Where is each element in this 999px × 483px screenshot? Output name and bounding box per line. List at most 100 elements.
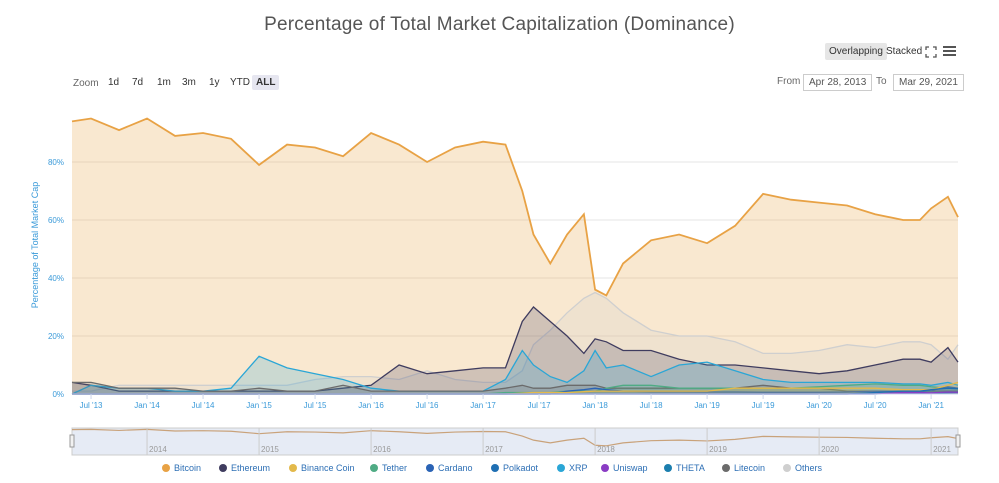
zoom-all-button[interactable]: ALL bbox=[252, 75, 280, 90]
legend-item-cardano[interactable]: Cardano bbox=[426, 463, 473, 473]
navigator-year-label: 2020 bbox=[821, 445, 839, 454]
legend-item-binance-coin[interactable]: Binance Coin bbox=[289, 463, 355, 473]
legend-marker bbox=[601, 464, 609, 472]
y-tick-label: 40% bbox=[48, 274, 64, 283]
line-xrp bbox=[71, 349, 959, 395]
expand-icon[interactable] bbox=[925, 45, 937, 58]
legend-item-bitcoin[interactable]: Bitcoin bbox=[162, 463, 201, 473]
legend-item-theta[interactable]: THETA bbox=[664, 463, 705, 473]
legend-marker bbox=[370, 464, 378, 472]
legend-item-litecoin[interactable]: Litecoin bbox=[722, 463, 765, 473]
x-axis-ticks: Jul '13 Jan '14 Jul '14 Jan '15 Jul '15 Jan '… bbox=[72, 393, 958, 410]
navigator-year-label: 2016 bbox=[373, 445, 391, 454]
legend-label: THETA bbox=[676, 463, 705, 473]
legend-marker bbox=[491, 464, 499, 472]
zoom-1y-button[interactable]: 1y bbox=[209, 77, 220, 88]
legend-marker bbox=[289, 464, 297, 472]
x-tick-label: Jul '16 bbox=[416, 401, 439, 410]
to-label: To bbox=[876, 76, 887, 87]
y-tick-label: 60% bbox=[48, 216, 64, 225]
from-label: From bbox=[777, 76, 801, 87]
chart-title: Percentage of Total Market Capitalizatio… bbox=[264, 14, 735, 35]
navigator-window[interactable] bbox=[71, 427, 959, 456]
navigator: 2014 2015 2016 2017 2018 2019 2020 2021 bbox=[69, 427, 961, 456]
navigator-year-label: 2018 bbox=[597, 445, 615, 454]
legend-label: Polkadot bbox=[503, 463, 539, 473]
x-tick-label: Jul '17 bbox=[528, 401, 551, 410]
x-tick-label: Jan '16 bbox=[358, 401, 384, 410]
legend-label: Binance Coin bbox=[301, 463, 355, 473]
legend-label: Others bbox=[795, 463, 823, 473]
y-tick-label: 0% bbox=[52, 390, 64, 399]
grid-lines bbox=[72, 104, 958, 395]
zoom-1m-button[interactable]: 1m bbox=[157, 77, 171, 88]
area-bitcoin bbox=[72, 118, 958, 394]
navigator-left-handle[interactable] bbox=[69, 434, 75, 448]
x-tick-label: Jan '14 bbox=[134, 401, 160, 410]
legend-item-tether[interactable]: Tether bbox=[370, 463, 407, 473]
x-tick-label: Jul '14 bbox=[192, 401, 215, 410]
to-date-input[interactable]: Mar 29, 2021 bbox=[893, 74, 964, 91]
legend-marker bbox=[162, 464, 170, 472]
legend-marker bbox=[664, 464, 672, 472]
x-tick-label: Jul '20 bbox=[864, 401, 887, 410]
x-tick-label: Jan '21 bbox=[918, 401, 944, 410]
area-others bbox=[72, 292, 958, 394]
navigator-series-line bbox=[71, 428, 959, 447]
y-axis-label: Percentage of Total Market Cap bbox=[30, 182, 40, 308]
legend-label: Uniswap bbox=[613, 463, 648, 473]
navigator-right-handle[interactable] bbox=[955, 434, 961, 448]
zoom-3m-button[interactable]: 3m bbox=[182, 77, 196, 88]
x-tick-label: Jan '20 bbox=[806, 401, 832, 410]
x-tick-label: Jul '13 bbox=[80, 401, 103, 410]
zoom-1d-button[interactable]: 1d bbox=[108, 77, 120, 88]
line-litecoin bbox=[72, 381, 958, 392]
area-xrp bbox=[72, 350, 958, 394]
legend-item-others[interactable]: Others bbox=[783, 463, 822, 473]
x-tick-label: Jan '19 bbox=[694, 401, 720, 410]
zoom-label: Zoom bbox=[73, 78, 99, 89]
hamburger-menu-icon[interactable] bbox=[943, 46, 956, 58]
legend-item-xrp[interactable]: XRP bbox=[557, 463, 588, 473]
line-bitcoin bbox=[71, 117, 959, 297]
x-tick-label: Jan '17 bbox=[470, 401, 496, 410]
plot-area bbox=[72, 104, 958, 394]
legend-marker bbox=[219, 464, 227, 472]
legend-label: Bitcoin bbox=[174, 463, 202, 473]
legend-marker bbox=[783, 464, 791, 472]
legend-item-polkadot[interactable]: Polkadot bbox=[491, 463, 538, 473]
y-tick-label: 20% bbox=[48, 332, 64, 341]
overlapping-button[interactable]: Overlapping bbox=[825, 43, 887, 60]
x-tick-label: Jan '18 bbox=[582, 401, 608, 410]
x-tick-label: Jul '15 bbox=[304, 401, 327, 410]
legend-marker bbox=[557, 464, 565, 472]
legend-item-uniswap[interactable]: Uniswap bbox=[601, 463, 648, 473]
x-tick-label: Jul '18 bbox=[640, 401, 663, 410]
legend-label: XRP bbox=[569, 463, 588, 473]
area-binance-coin bbox=[72, 382, 958, 394]
navigator-year-label: 2014 bbox=[149, 445, 167, 454]
legend-marker bbox=[426, 464, 434, 472]
from-date-input[interactable]: Apr 28, 2013 bbox=[803, 74, 873, 91]
y-tick-label: 80% bbox=[48, 158, 64, 167]
navigator-year-label: 2017 bbox=[485, 445, 503, 454]
area-ethereum bbox=[72, 307, 958, 394]
navigator-year-label: 2021 bbox=[933, 445, 951, 454]
navigator-year-label: 2019 bbox=[709, 445, 727, 454]
dominance-chart: 0% 20% 40% 60% 80% Jul '13 Jan '14 Jul '14 Jan … bbox=[30, 104, 961, 456]
navigator-year-label: 2015 bbox=[261, 445, 279, 454]
zoom-ytd-button[interactable]: YTD bbox=[230, 77, 250, 88]
zoom-7d-button[interactable]: 7d bbox=[132, 77, 144, 88]
line-others bbox=[72, 291, 959, 392]
legend-label: Tether bbox=[382, 463, 408, 473]
stacked-button[interactable]: Stacked bbox=[886, 46, 923, 57]
x-tick-label: Jul '19 bbox=[752, 401, 775, 410]
line-ethereum bbox=[71, 306, 959, 392]
expand-icon-svg bbox=[925, 46, 937, 58]
legend-marker bbox=[722, 464, 730, 472]
legend-label: Litecoin bbox=[734, 463, 766, 473]
y-axis-ticks: 0% 20% 40% 60% 80% bbox=[48, 158, 64, 399]
legend-item-ethereum[interactable]: Ethereum bbox=[219, 463, 270, 473]
x-tick-label: Jan '15 bbox=[246, 401, 272, 410]
legend-label: Ethereum bbox=[231, 463, 271, 473]
